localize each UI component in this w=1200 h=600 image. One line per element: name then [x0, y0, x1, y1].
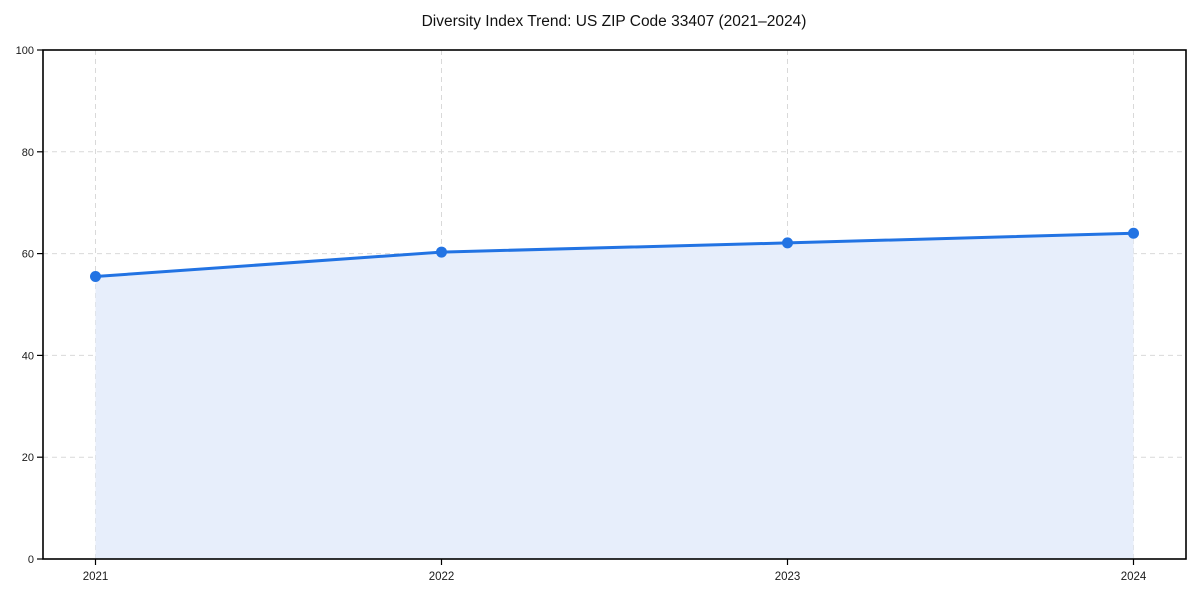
- x-tick-label-2024: 2024: [1121, 571, 1147, 583]
- data-point-2022: [436, 246, 447, 258]
- y-tick-label-20: 20: [22, 452, 34, 464]
- chart-title: Diversity Index Trend: US ZIP Code 33407…: [421, 13, 807, 30]
- x-tick-label-2022: 2022: [429, 571, 455, 583]
- series-area: [95, 233, 1134, 560]
- series-line: [94, 231, 1135, 279]
- plot-border: [42, 49, 1187, 560]
- x-tick-label-2021: 2021: [83, 571, 109, 583]
- data-point-2023: [782, 237, 793, 249]
- y-tick-label-100: 100: [16, 45, 34, 57]
- x-tick-label-2023: 2023: [775, 571, 801, 583]
- data-point-2024: [1128, 227, 1139, 239]
- y-tick-label-0: 0: [28, 554, 34, 566]
- y-tick-label-40: 40: [22, 350, 34, 362]
- y-tick-label-60: 60: [22, 249, 34, 261]
- y-tick-label-80: 80: [22, 147, 34, 159]
- data-point-2021: [90, 271, 101, 283]
